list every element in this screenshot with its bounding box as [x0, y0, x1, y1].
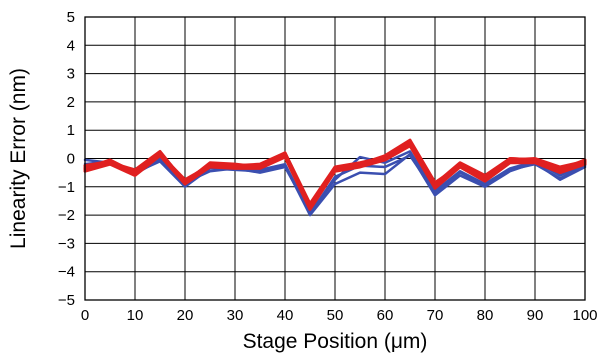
y-tick-label: −2: [58, 207, 75, 224]
y-tick-label: −3: [58, 235, 75, 252]
y-tick-label: −4: [58, 264, 75, 281]
x-tick-label: 30: [227, 307, 244, 324]
x-tick-label: 0: [81, 307, 89, 324]
x-tick-label: 20: [177, 307, 194, 324]
x-tick-label: 40: [277, 307, 294, 324]
y-tick-label: 3: [67, 66, 75, 83]
x-tick-label: 70: [427, 307, 444, 324]
y-tick-label: 4: [67, 37, 75, 54]
x-tick-label: 60: [377, 307, 394, 324]
x-axis-label: Stage Position (μm): [243, 330, 428, 353]
y-tick-label: 1: [67, 122, 75, 139]
y-tick-label: −1: [58, 179, 75, 196]
series-layer: [83, 138, 587, 217]
y-tick-label: 5: [67, 9, 75, 26]
x-tick-label: 100: [572, 307, 597, 324]
x-tick-label: 80: [477, 307, 494, 324]
x-tick-label: 50: [327, 307, 344, 324]
y-tick-label: 0: [67, 151, 75, 168]
y-tick-label: 2: [67, 94, 75, 111]
x-tick-label: 90: [527, 307, 544, 324]
x-tick-label: 10: [127, 307, 144, 324]
y-tick-label: −5: [58, 292, 75, 309]
plot-frame: [84, 16, 586, 301]
y-axis-label: Linearity Error (nm): [7, 68, 30, 249]
series-line-9: [83, 141, 587, 209]
